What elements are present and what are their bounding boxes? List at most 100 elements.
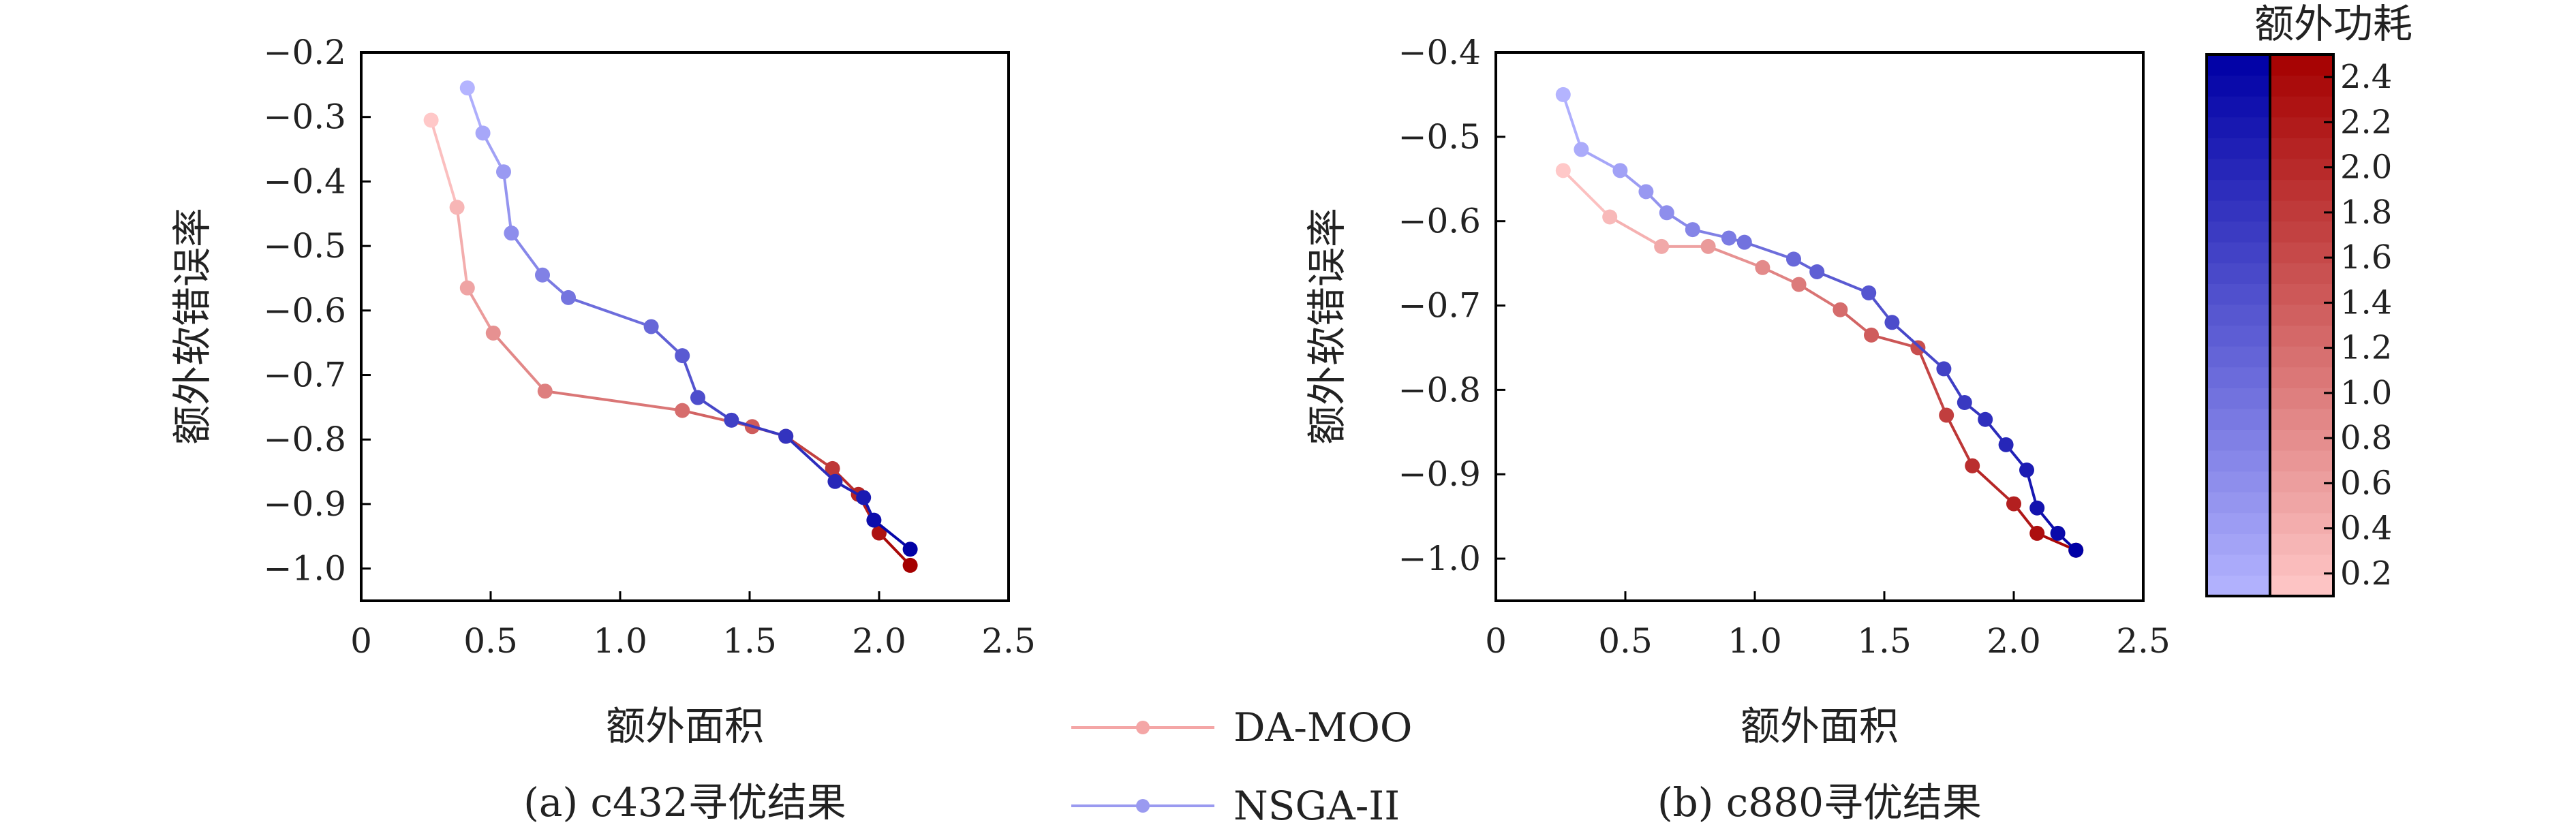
x-tick-label: 0.5 [463, 621, 518, 661]
colorbar-band-red [2270, 450, 2333, 472]
point-nsga-ii [1861, 285, 1877, 300]
y-tick-label: −1.0 [264, 549, 346, 589]
point-nsga-ii [561, 290, 576, 305]
colorbar-band-blue [2207, 346, 2270, 368]
colorbar-band-red [2270, 346, 2333, 368]
line-segment-nsga-ii [1561, 94, 1583, 151]
legend-item-nsga: NSGA-II [1071, 783, 1400, 829]
point-da-moo [675, 403, 690, 418]
point-nsga-ii [1884, 315, 1900, 330]
legend-label-nsga: NSGA-II [1233, 783, 1400, 829]
point-da-moo [1939, 407, 1954, 423]
y-axis-label: 额外软错误率 [169, 208, 215, 445]
point-nsga-ii [1612, 163, 1628, 178]
colorbar-band-red [2270, 138, 2333, 159]
series-da-moo [423, 112, 918, 573]
point-nsga-ii [1957, 394, 1972, 410]
y-tick-label: −0.7 [1398, 286, 1481, 326]
colorbar-tick-label: 1.8 [2340, 193, 2392, 232]
point-nsga-ii [1936, 361, 1952, 377]
colorbar-tick-label: 0.4 [2340, 510, 2392, 548]
colorbar-band-red [2270, 325, 2333, 347]
colorbar-band-blue [2207, 388, 2270, 409]
point-da-moo [825, 460, 840, 476]
plot-frame [360, 51, 1010, 602]
y-tick-label: −0.2 [264, 33, 346, 72]
line-segment-da-moo [455, 207, 469, 288]
point-nsga-ii [1978, 411, 1993, 427]
point-nsga-ii [1638, 184, 1654, 200]
line-segment-nsga-ii [502, 171, 513, 234]
colorbar-band-red [2270, 366, 2333, 388]
line-segment-nsga-ii [1816, 270, 1869, 294]
x-tick-label: 1.0 [1728, 621, 1782, 661]
colorbar-band-red [2270, 388, 2333, 409]
legend-marker-da-moo [1136, 721, 1150, 734]
point-nsga-ii [459, 80, 475, 96]
colorbar-band-red [2270, 96, 2333, 118]
line-segment-da-moo [1798, 283, 1841, 311]
colorbar-band-red [2270, 408, 2333, 430]
x-tick-label: 2.0 [852, 621, 906, 661]
line-segment-nsga-ii [731, 418, 786, 438]
series-layer [423, 80, 918, 573]
line-segment-nsga-ii [1744, 240, 1794, 261]
x-tick-label: 1.0 [593, 621, 647, 661]
point-da-moo [1864, 327, 1879, 343]
colorbar-tick-label: 1.0 [2340, 374, 2392, 412]
colorbar-band-blue [2207, 471, 2270, 492]
line-segment-nsga-ii [568, 296, 652, 328]
y-tick-label: −0.8 [264, 420, 346, 459]
y-tick-labels: −0.4 −0.5 −0.6 −0.7 −0.8 −0.9 −1.0 [1398, 33, 1505, 578]
line-segment-da-moo [1609, 215, 1663, 248]
point-nsga-ii [496, 164, 511, 180]
colorbar-band-blue [2207, 283, 2270, 305]
legend-label-da-moo: DA-MOO [1233, 704, 1412, 751]
x-tick-label: 1.5 [722, 621, 777, 661]
series-nsga-ii [459, 80, 918, 557]
y-tick-label: −0.9 [1398, 454, 1481, 494]
point-da-moo [1755, 260, 1770, 275]
colorbar-title: 额外功耗 [2254, 1, 2412, 47]
series-layer [1555, 87, 2084, 558]
line-segment-da-moo [492, 332, 547, 392]
y-tick-label: −0.6 [1398, 202, 1481, 241]
colorbar-band-blue [2207, 200, 2270, 222]
point-da-moo [1602, 209, 1618, 225]
point-da-moo [1654, 238, 1670, 254]
colorbar-band-red [2270, 575, 2333, 597]
line-segment-da-moo [1562, 169, 1611, 218]
colorbar: 额外功耗 2.4 2.2 2.0 1.8 1.6 1.4 1.2 1.0 0.8 0.6 0.4 0.… [2205, 1, 2412, 597]
point-nsga-ii [827, 473, 843, 489]
point-da-moo [2029, 525, 2045, 541]
plot-frame [1494, 51, 2145, 602]
line-segment-nsga-ii [1891, 321, 1945, 370]
x-tick-label: 2.0 [1987, 621, 2041, 661]
point-nsga-ii [1685, 222, 1700, 238]
point-nsga-ii [902, 542, 918, 557]
point-nsga-ii [643, 319, 659, 334]
colorbar-band-blue [2207, 179, 2270, 201]
colorbar-band-blue [2207, 138, 2270, 159]
colorbar-band-red [2270, 512, 2333, 534]
point-nsga-ii [675, 348, 690, 364]
colorbar-tick-label: 2.2 [2340, 103, 2392, 141]
point-da-moo [2006, 496, 2021, 512]
y-axis-label: 额外软错误率 [1304, 208, 1350, 445]
y-tick-label: −0.3 [264, 97, 346, 137]
line-segment-da-moo [1871, 333, 1918, 349]
x-tick-label: 0 [350, 621, 372, 661]
colorbar-band-red [2270, 533, 2333, 555]
colorbar-band-blue [2207, 575, 2270, 597]
colorbar-band-blue [2207, 492, 2270, 514]
colorbar-band-blue [2207, 533, 2270, 555]
colorbar-band-blue [2207, 429, 2270, 451]
x-tick-label: 1.5 [1857, 621, 1912, 661]
legend-item-da-moo: DA-MOO [1071, 704, 1412, 751]
point-da-moo [902, 557, 918, 573]
colorbar-band-red [2270, 283, 2333, 305]
colorbar-band-red [2270, 75, 2333, 97]
colorbar-band-blue [2207, 158, 2270, 181]
point-nsga-ii [1998, 437, 2014, 452]
